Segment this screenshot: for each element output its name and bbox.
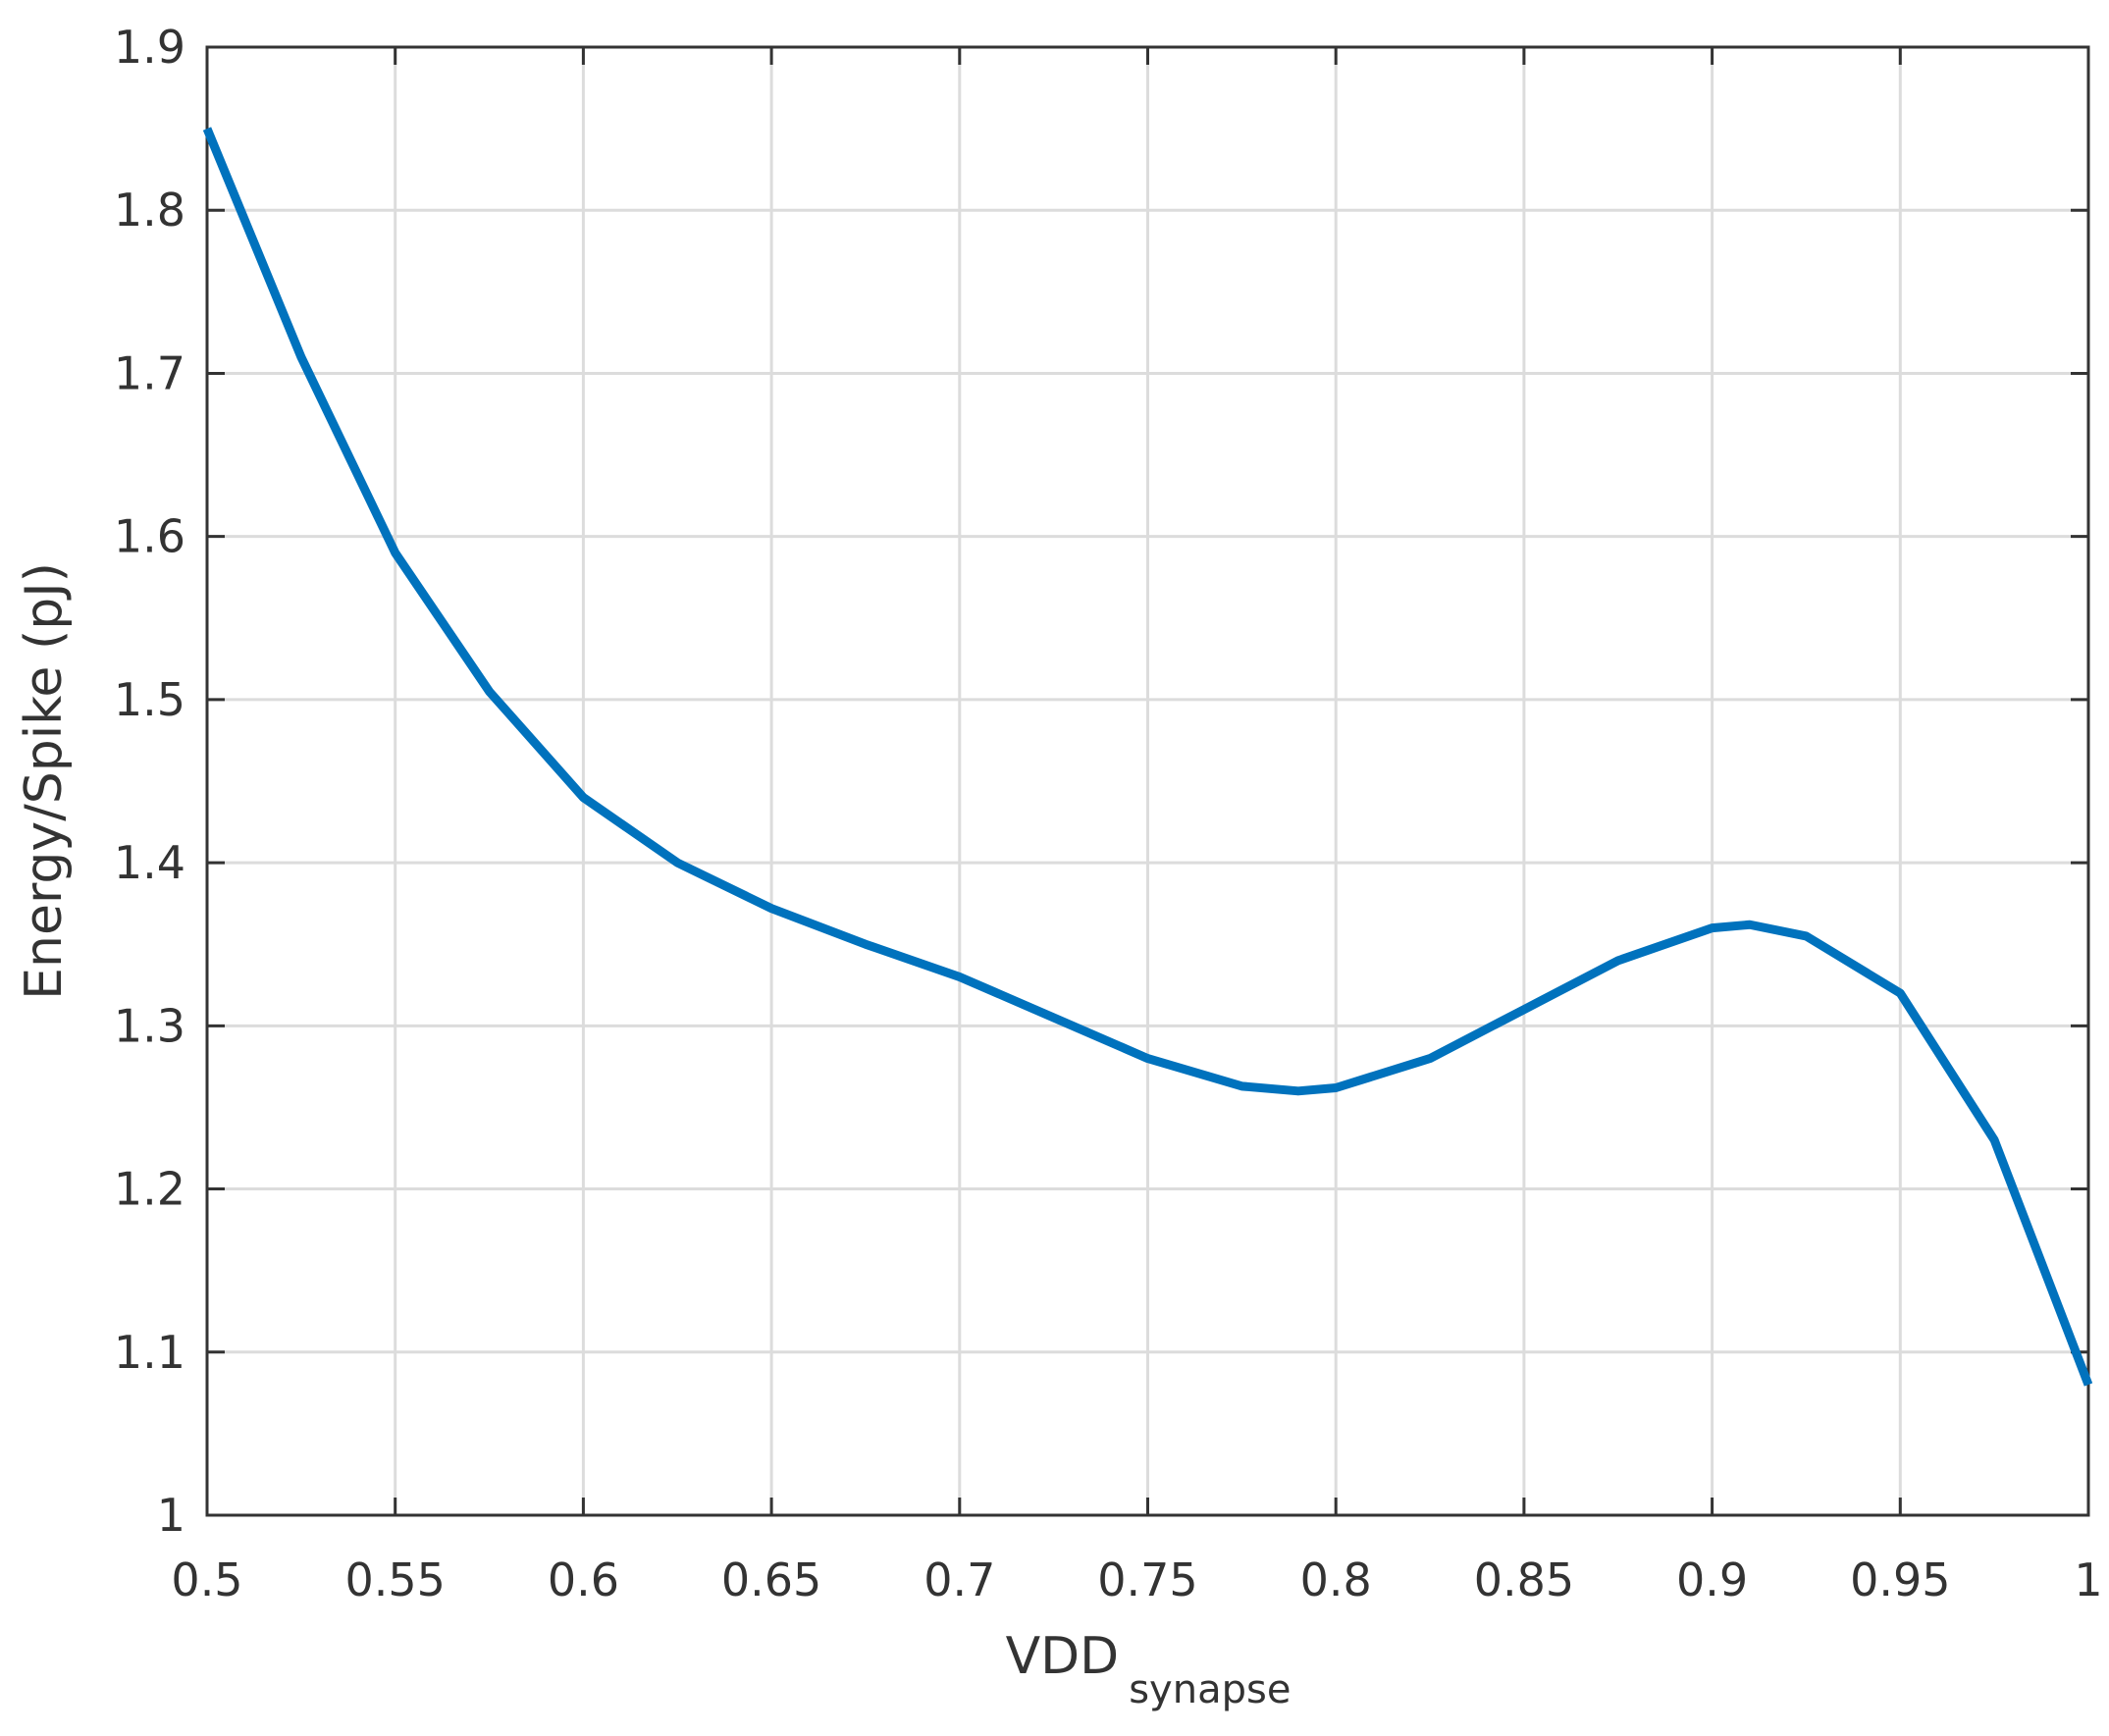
x-axis-label-subscript: synapse xyxy=(1129,1667,1291,1712)
x-tick-label: 0.75 xyxy=(1097,1553,1197,1606)
y-axis-label: Energy/Spike (pJ) xyxy=(15,562,74,1000)
x-tick-label: 0.7 xyxy=(923,1553,995,1606)
x-tick-label: 0.85 xyxy=(1474,1553,1574,1606)
x-tick-label: 0.65 xyxy=(721,1553,821,1606)
y-tick-label: 1.5 xyxy=(114,673,185,726)
x-tick-label: 0.6 xyxy=(548,1553,619,1606)
y-tick-label: 1.2 xyxy=(114,1163,185,1216)
x-tick-label: 0.55 xyxy=(344,1553,445,1606)
y-tick-label: 1 xyxy=(157,1489,185,1542)
x-tick-label: 0.5 xyxy=(171,1553,242,1606)
x-tick-label: 0.9 xyxy=(1676,1553,1748,1606)
y-tick-label: 1.1 xyxy=(114,1326,185,1379)
y-tick-label: 1.4 xyxy=(114,836,185,889)
x-axis-label: VDDsynapse xyxy=(1006,1627,1292,1712)
data-line xyxy=(202,127,2093,1387)
plot-frame xyxy=(205,45,2090,1517)
y-tick-label: 1.9 xyxy=(114,21,185,74)
y-tick-label: 1.6 xyxy=(114,510,185,563)
y-tick-label: 1.3 xyxy=(114,999,185,1052)
y-tick-label: 1.8 xyxy=(114,184,185,237)
x-axis-label-main: VDD xyxy=(1006,1627,1120,1686)
x-tick-label: 0.8 xyxy=(1300,1553,1372,1606)
x-tick-label: 0.95 xyxy=(1850,1553,1950,1606)
y-tick-label: 1.7 xyxy=(114,346,185,399)
x-tick-label: 1 xyxy=(2074,1553,2102,1606)
